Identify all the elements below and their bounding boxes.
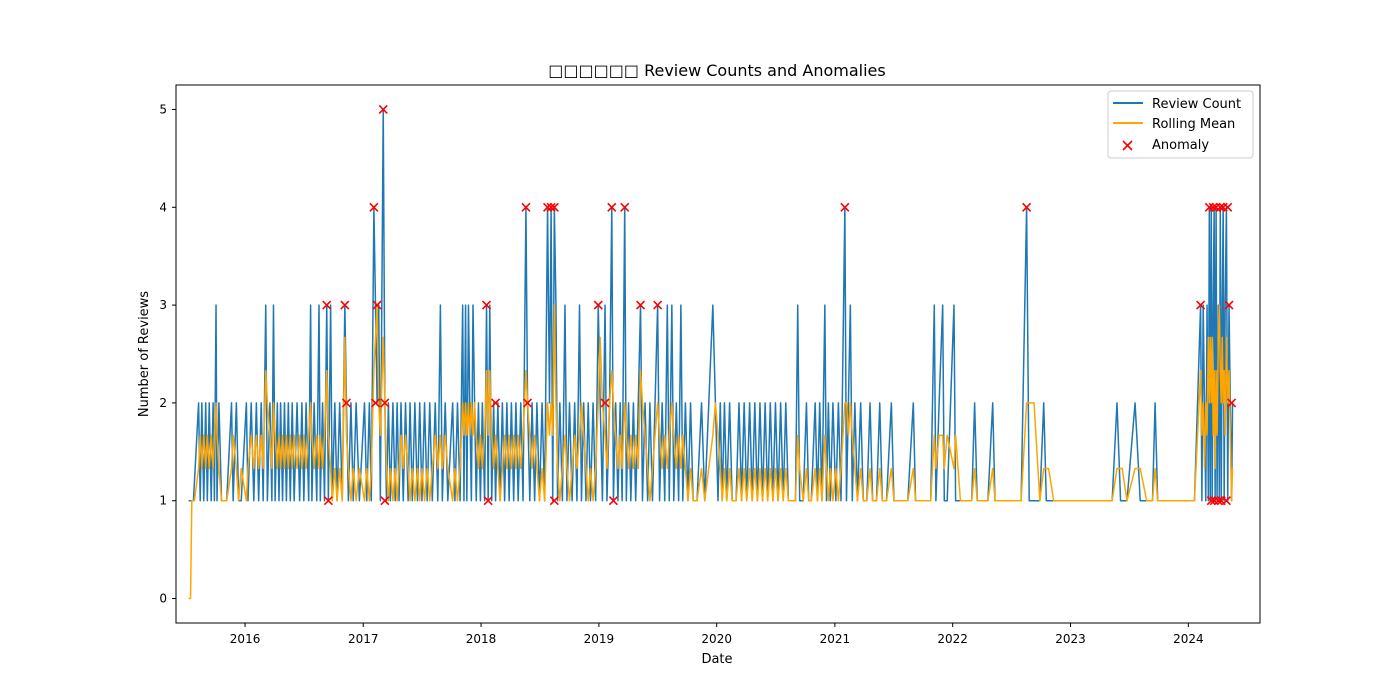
anomaly-point: [607, 202, 617, 212]
y-tick-label-0: 0: [159, 592, 167, 606]
legend-frame: [1107, 90, 1254, 159]
anomaly-point: [1208, 202, 1218, 212]
y-tick-label-2: 2: [159, 396, 167, 410]
anomaly-point: [1213, 496, 1223, 506]
y-tick-label-5: 5: [159, 102, 167, 116]
anomaly-point: [491, 398, 501, 408]
anomaly-point: [1209, 496, 1219, 506]
legend-label-anomaly: Anomaly: [1152, 138, 1209, 153]
x-tick-label-2019: 2019: [584, 632, 615, 646]
y-axis: 0 1 2 3 4 5: [159, 102, 176, 606]
anomaly-point: [542, 202, 553, 212]
y-tick-label-1: 1: [159, 494, 167, 508]
anomaly-point: [522, 398, 533, 408]
anomaly-point: [380, 496, 390, 506]
series-line-rolling-mean: [188, 304, 1234, 600]
anomaly-point: [546, 202, 556, 212]
anomaly-point: [1022, 202, 1032, 212]
anomaly-point: [1224, 300, 1234, 310]
y-tick-label-3: 3: [159, 298, 167, 312]
anomaly-point: [323, 496, 333, 506]
y-axis-label: Number of Reviews: [137, 291, 152, 417]
y-tick-label-4: 4: [159, 200, 167, 214]
anomaly-point: [840, 202, 850, 212]
legend-label-review-count: Review Count: [1152, 97, 1241, 112]
anomaly-point: [600, 398, 610, 408]
anomaly-point: [635, 300, 646, 310]
anomaly-point: [608, 496, 618, 506]
anomaly-point: [1221, 496, 1231, 506]
x-tick-label-2024: 2024: [1173, 632, 1204, 646]
anomaly-point: [380, 398, 390, 408]
anomaly-point: [370, 398, 381, 408]
anomaly-point: [483, 496, 493, 506]
anomaly-point: [1223, 202, 1233, 212]
legend-label-rolling-mean: Rolling Mean: [1152, 117, 1235, 132]
x-tick-label-2022: 2022: [937, 632, 968, 646]
anomaly-point: [322, 300, 332, 310]
anomaly-point: [549, 202, 559, 212]
anomaly-point: [1206, 496, 1216, 506]
anomaly-point: [1204, 202, 1214, 212]
x-tick-label-2017: 2017: [348, 632, 379, 646]
x-tick-label-2016: 2016: [230, 632, 261, 646]
anomaly-point: [378, 104, 388, 115]
anomaly-point: [593, 300, 603, 310]
anomaly-point: [653, 300, 663, 310]
x-tick-label-2020: 2020: [701, 632, 732, 646]
anomaly-point: [620, 202, 630, 212]
anomaly-point: [1215, 202, 1225, 212]
anomaly-point: [369, 202, 379, 212]
x-tick-label-2021: 2021: [820, 632, 851, 646]
anomaly-point: [1211, 202, 1221, 212]
x-tick-label-2023: 2023: [1055, 632, 1086, 646]
anomaly-point: [341, 398, 352, 408]
chart-title: □□□□□□ Review Counts and Anomalies: [548, 61, 885, 80]
anomaly-point: [521, 202, 531, 212]
x-axis: 2016 2017 2018 2019 2020 2021 2022 2023 2024: [230, 623, 1204, 646]
anomaly-point: [1196, 300, 1206, 310]
legend: Review Count Rolling Mean Anomaly: [1107, 90, 1254, 159]
anomaly-point: [1227, 398, 1237, 408]
plot-frame: [175, 84, 1261, 624]
x-axis-label: Date: [701, 652, 732, 667]
legend-swatch-anomaly: [1122, 140, 1133, 151]
anomaly-point: [481, 300, 492, 310]
anomaly-point: [340, 300, 350, 310]
anomaly-point: [372, 300, 382, 310]
x-tick-label-2018: 2018: [466, 632, 497, 646]
anomaly-point: [549, 496, 559, 506]
